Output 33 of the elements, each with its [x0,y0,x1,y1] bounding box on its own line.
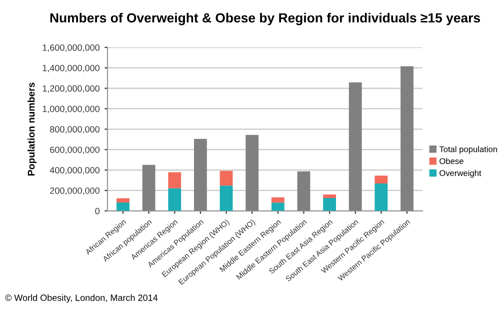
bar [374,176,388,184]
y-tick-label: 0 [95,208,100,214]
bar [323,194,336,198]
legend-label: Obese [440,158,464,164]
y-tick-label: 600,000,000 [50,146,100,154]
legend-label: Overweight [440,170,482,178]
chart-title: Numbers of Overweight & Obese by Region for individuals ≥15 years [50,12,480,26]
bar [116,198,130,203]
y-tick-label: 400,000,000 [50,167,100,174]
bar [168,172,182,188]
text: © World Obesity, London, March 2014 [5,294,158,303]
bar [374,184,388,211]
y-tick-label: 200,000,000 [50,187,100,195]
bar [168,188,182,211]
y-axis-title: Population numbers [28,82,37,176]
y-tick-label: 1,200,000,000 [42,85,100,93]
bar [348,82,362,211]
legend-label: Total population [439,146,497,154]
bar [323,198,336,211]
bar [142,164,156,211]
bar [271,202,284,211]
bar [297,171,310,211]
y-tick-label: 1,400,000,000 [42,64,100,72]
y-tick-label: 800,000,000 [50,126,100,134]
bar [194,138,207,211]
bar [271,197,284,203]
bar [220,170,233,186]
bar [116,202,130,211]
bar [246,134,259,211]
bar [220,186,233,211]
bar [400,66,414,211]
y-tick-label: 1,600,000,000 [42,44,100,52]
y-tick-label: 1,000,000,000 [42,106,100,114]
